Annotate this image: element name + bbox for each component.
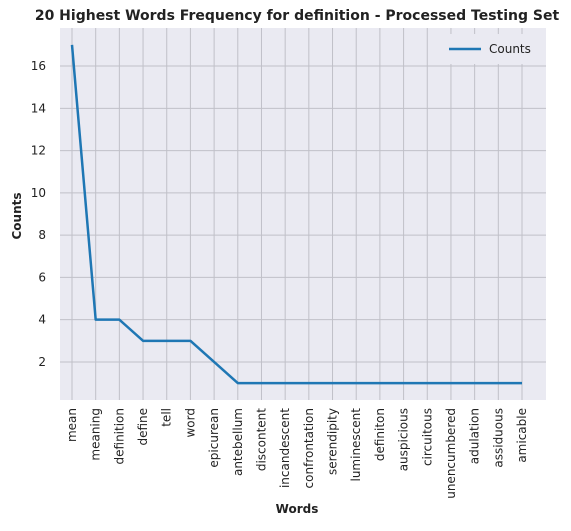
x-tick-label: tell (160, 408, 174, 427)
x-tick-label: discontent (254, 408, 268, 471)
y-tick-label: 10 (31, 186, 46, 200)
x-tick-label: meaning (89, 408, 103, 461)
x-tick-label: confrontation (302, 408, 316, 488)
legend: Counts (437, 34, 539, 64)
x-tick-label: luminescent (349, 408, 363, 482)
x-tick-label: definition (112, 408, 126, 464)
y-tick-label: 16 (31, 59, 46, 73)
chart-title: 20 Highest Words Frequency for definitio… (35, 8, 560, 24)
x-axis-label: Words (276, 502, 319, 516)
x-tick-label: define (136, 408, 150, 446)
y-tick-label: 8 (38, 228, 46, 242)
x-tick-label: definiton (373, 408, 387, 461)
legend-label-counts: Counts (489, 42, 531, 56)
x-tick-label: adulation (468, 408, 482, 464)
y-tick-label: 14 (31, 101, 46, 115)
x-tick-label: epicurean (207, 408, 221, 468)
y-tick-label: 6 (38, 270, 46, 284)
y-tick-label: 2 (38, 355, 46, 369)
x-tick-label: unencumbered (444, 408, 458, 499)
y-tick-label: 12 (31, 144, 46, 158)
x-tick-label: word (183, 408, 197, 438)
y-axis-ticks: 2 4 6 8 10 12 14 16 (31, 59, 46, 369)
plot-area (60, 28, 546, 400)
y-tick-label: 4 (38, 313, 46, 327)
x-tick-label: amicable (515, 408, 529, 463)
x-tick-label: auspicious (397, 408, 411, 471)
x-tick-label: incandescent (278, 408, 292, 488)
x-tick-label: serendipity (326, 408, 340, 475)
x-axis-ticks: mean meaning definition define tell word epicu… (65, 408, 529, 499)
x-tick-label: antebellum (231, 408, 245, 476)
x-tick-label: assiduous (491, 408, 505, 468)
x-tick-label: mean (65, 408, 79, 442)
y-axis-label: Counts (10, 192, 24, 239)
x-tick-label: circuitous (420, 408, 434, 466)
